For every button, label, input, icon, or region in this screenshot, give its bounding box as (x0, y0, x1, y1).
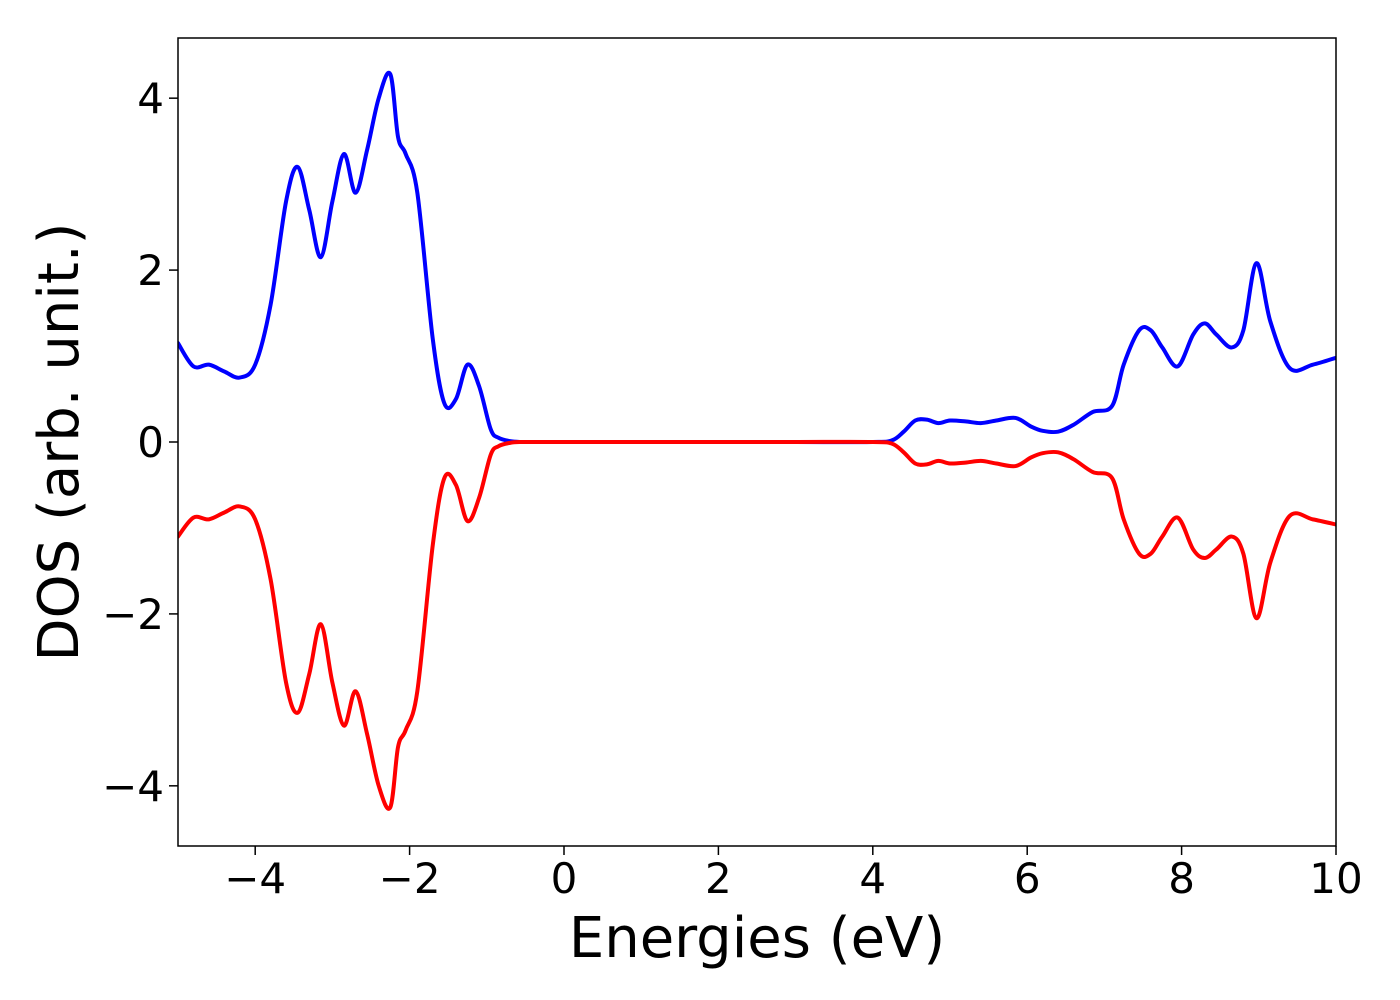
x-axis-ticks: −4 −2 0 2 4 6 8 10 (224, 846, 1363, 903)
series-line-2 (178, 439, 1336, 811)
x-tick-label: 2 (705, 854, 732, 903)
x-tick-label: −2 (379, 854, 441, 903)
series-line-1 (178, 70, 1336, 445)
x-axis-title: Energies (eV) (569, 906, 945, 971)
series-layer (178, 70, 1336, 811)
y-tick-label: −4 (102, 762, 164, 811)
y-tick-label: 2 (137, 246, 164, 295)
y-tick-label: 4 (137, 74, 164, 123)
y-axis-ticks: −4 −2 0 2 4 (102, 74, 178, 811)
x-tick-label: 4 (859, 854, 886, 903)
y-axis-title: DOS (arb. unit.) (27, 222, 92, 661)
x-tick-label: 6 (1014, 854, 1041, 903)
x-tick-label: 0 (551, 854, 578, 903)
y-tick-label: −2 (102, 590, 164, 639)
x-tick-label: 8 (1168, 854, 1195, 903)
y-tick-label: 0 (137, 418, 164, 467)
x-tick-label: 10 (1309, 854, 1362, 903)
x-tick-label: −4 (224, 854, 286, 903)
